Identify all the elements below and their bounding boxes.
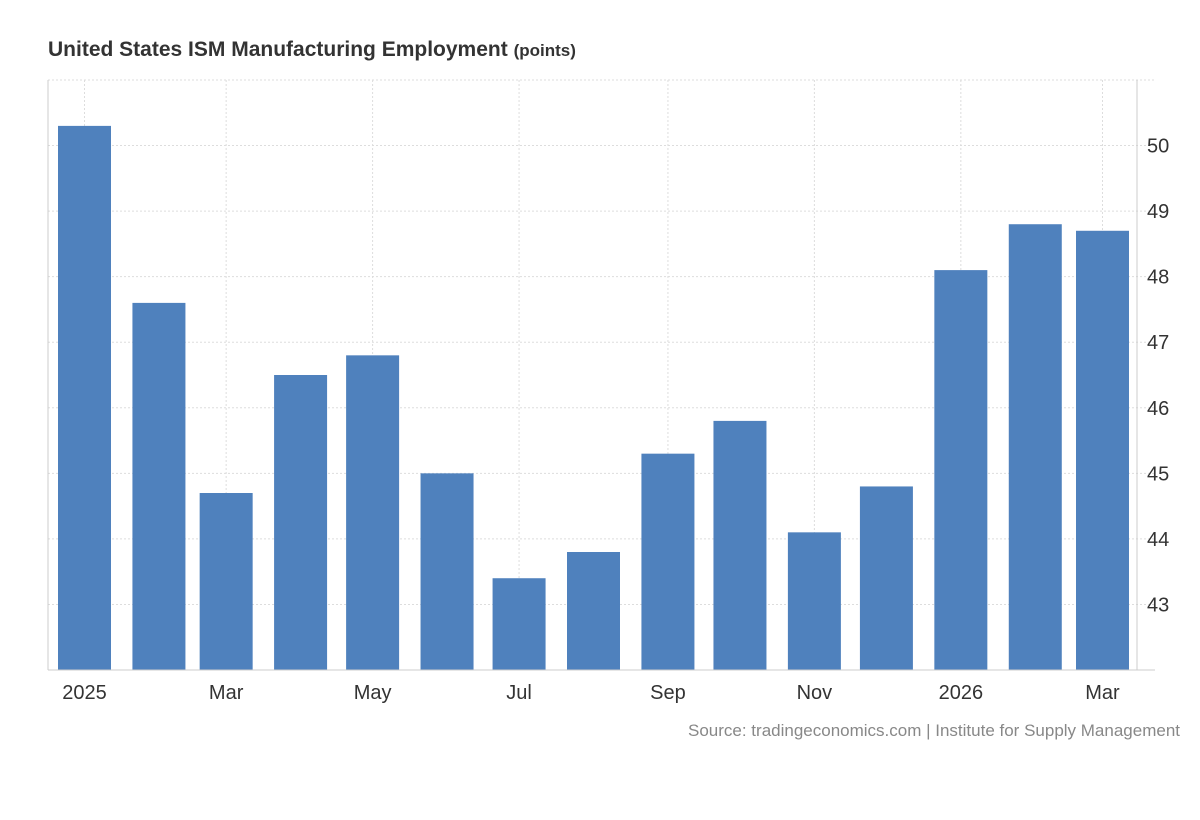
bar-2025-05 [346,355,400,670]
bar-2025-12 [859,486,913,670]
source-note: Source: tradingeconomics.com | Institute… [688,721,1180,740]
y-tick-label: 49 [1147,201,1169,223]
x-tick-label: 2026 [939,682,984,704]
bar-2025-04 [274,375,328,670]
bar-2025-03 [199,493,253,670]
x-tick-label: Mar [1085,682,1120,704]
bar-2026-02 [1008,224,1062,670]
x-tick-label: May [354,682,392,704]
bar-2025-10 [713,420,767,670]
y-tick-label: 48 [1147,267,1169,289]
bar-2025-11 [787,532,841,670]
x-tick-label: Mar [209,682,244,704]
bar-2025-02 [132,302,186,670]
y-tick-label: 47 [1147,332,1169,354]
y-tick-label: 50 [1147,136,1169,158]
bar-2026-03 [1076,230,1129,670]
x-tick-label: Sep [650,682,686,704]
x-tick-label: 2025 [62,682,107,704]
x-tick-label: Jul [506,682,532,704]
bar-2025-07 [492,578,546,670]
bar-2025-08 [567,552,620,670]
y-tick-label: 44 [1147,529,1169,551]
bar-2025-01 [58,125,111,670]
chart-title: United States ISM Manufacturing Employme… [48,38,576,62]
bar-2025-06 [420,473,474,670]
y-tick-label: 43 [1147,594,1169,616]
title-text: United States ISM Manufacturing Employme… [48,38,508,61]
title-unit: (points) [513,41,576,60]
bar-2026-01 [934,270,988,670]
x-tick-label: Nov [797,682,833,704]
bar-2025-09 [641,453,695,670]
y-tick-label: 46 [1147,398,1169,420]
y-tick-label: 45 [1147,463,1169,485]
